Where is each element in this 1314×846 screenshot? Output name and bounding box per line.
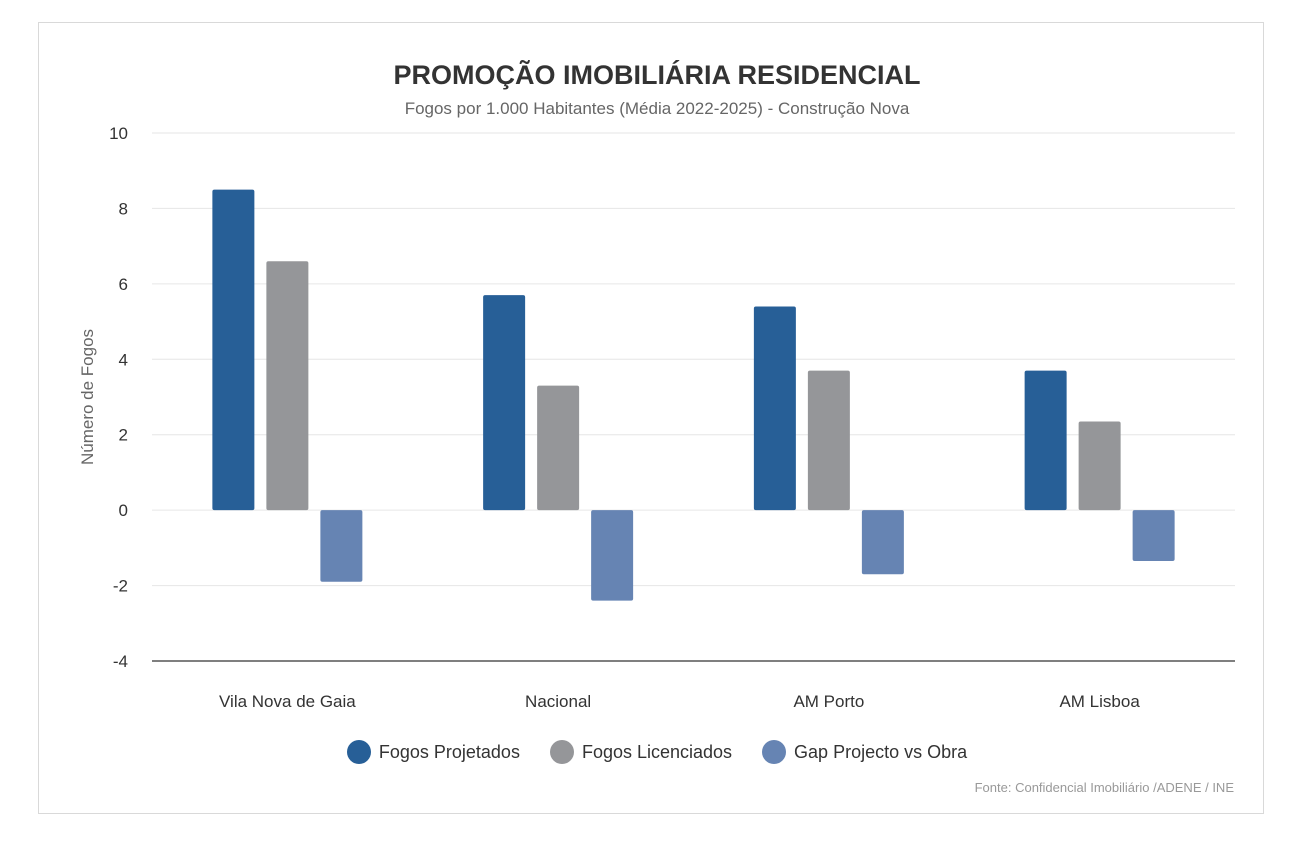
y-axis-label: Número de Fogos [78,329,97,465]
chart-title: PROMOÇÃO IMOBILIÁRIA RESIDENCIAL [393,60,921,90]
y-tick-label: -2 [113,577,128,596]
bar-fogos-projetados [212,189,255,511]
bar-fogos-licenciados [807,370,850,511]
y-tick-label: 2 [119,426,128,445]
bar-fogos-projetados [753,306,796,511]
bar-fogos-projetados [1024,370,1067,511]
bar-gap-projecto-vs-obra [320,510,363,582]
bar-gap-projecto-vs-obra [1132,510,1175,562]
legend-label: Fogos Projetados [378,741,520,762]
legend-label: Gap Projecto vs Obra [794,741,968,762]
legend: Fogos Projetados Fogos Licenciados Gap P… [0,740,1314,764]
bar-fogos-licenciados [1078,421,1121,511]
legend-marker [549,740,574,764]
x-tick-label: Vila Nova de Gaia [219,692,356,711]
x-tick-label: AM Lisboa [1059,692,1140,711]
y-tick-label: 4 [119,350,128,369]
y-tick-label: 8 [119,199,128,218]
x-tick-label: AM Porto [793,692,864,711]
y-tick-label: -4 [113,652,128,671]
y-tick-label: 0 [119,501,128,520]
bar-gap-projecto-vs-obra [591,510,634,601]
legend-label: Fogos Licenciados [581,741,733,762]
bar-fogos-licenciados [537,385,580,511]
y-tick-label: 10 [109,124,128,143]
bar-fogos-projetados [483,295,526,511]
source-note: Fonte: Confidencial Imobiliário /ADENE /… [974,780,1234,795]
chart-subtitle: Fogos por 1.000 Habitantes (Média 2022-2… [404,99,910,118]
legend-item-projetados[interactable]: Fogos Projetados [346,740,520,764]
legend-marker [762,740,787,764]
y-tick-label: 6 [119,275,128,294]
legend-item-licenciados[interactable]: Fogos Licenciados [549,740,733,764]
bar-fogos-licenciados [266,261,309,511]
bar-gap-projecto-vs-obra [861,510,904,575]
legend-marker [346,740,371,764]
legend-item-gap[interactable]: Gap Projecto vs Obra [762,740,967,764]
x-tick-label: Nacional [525,692,591,711]
